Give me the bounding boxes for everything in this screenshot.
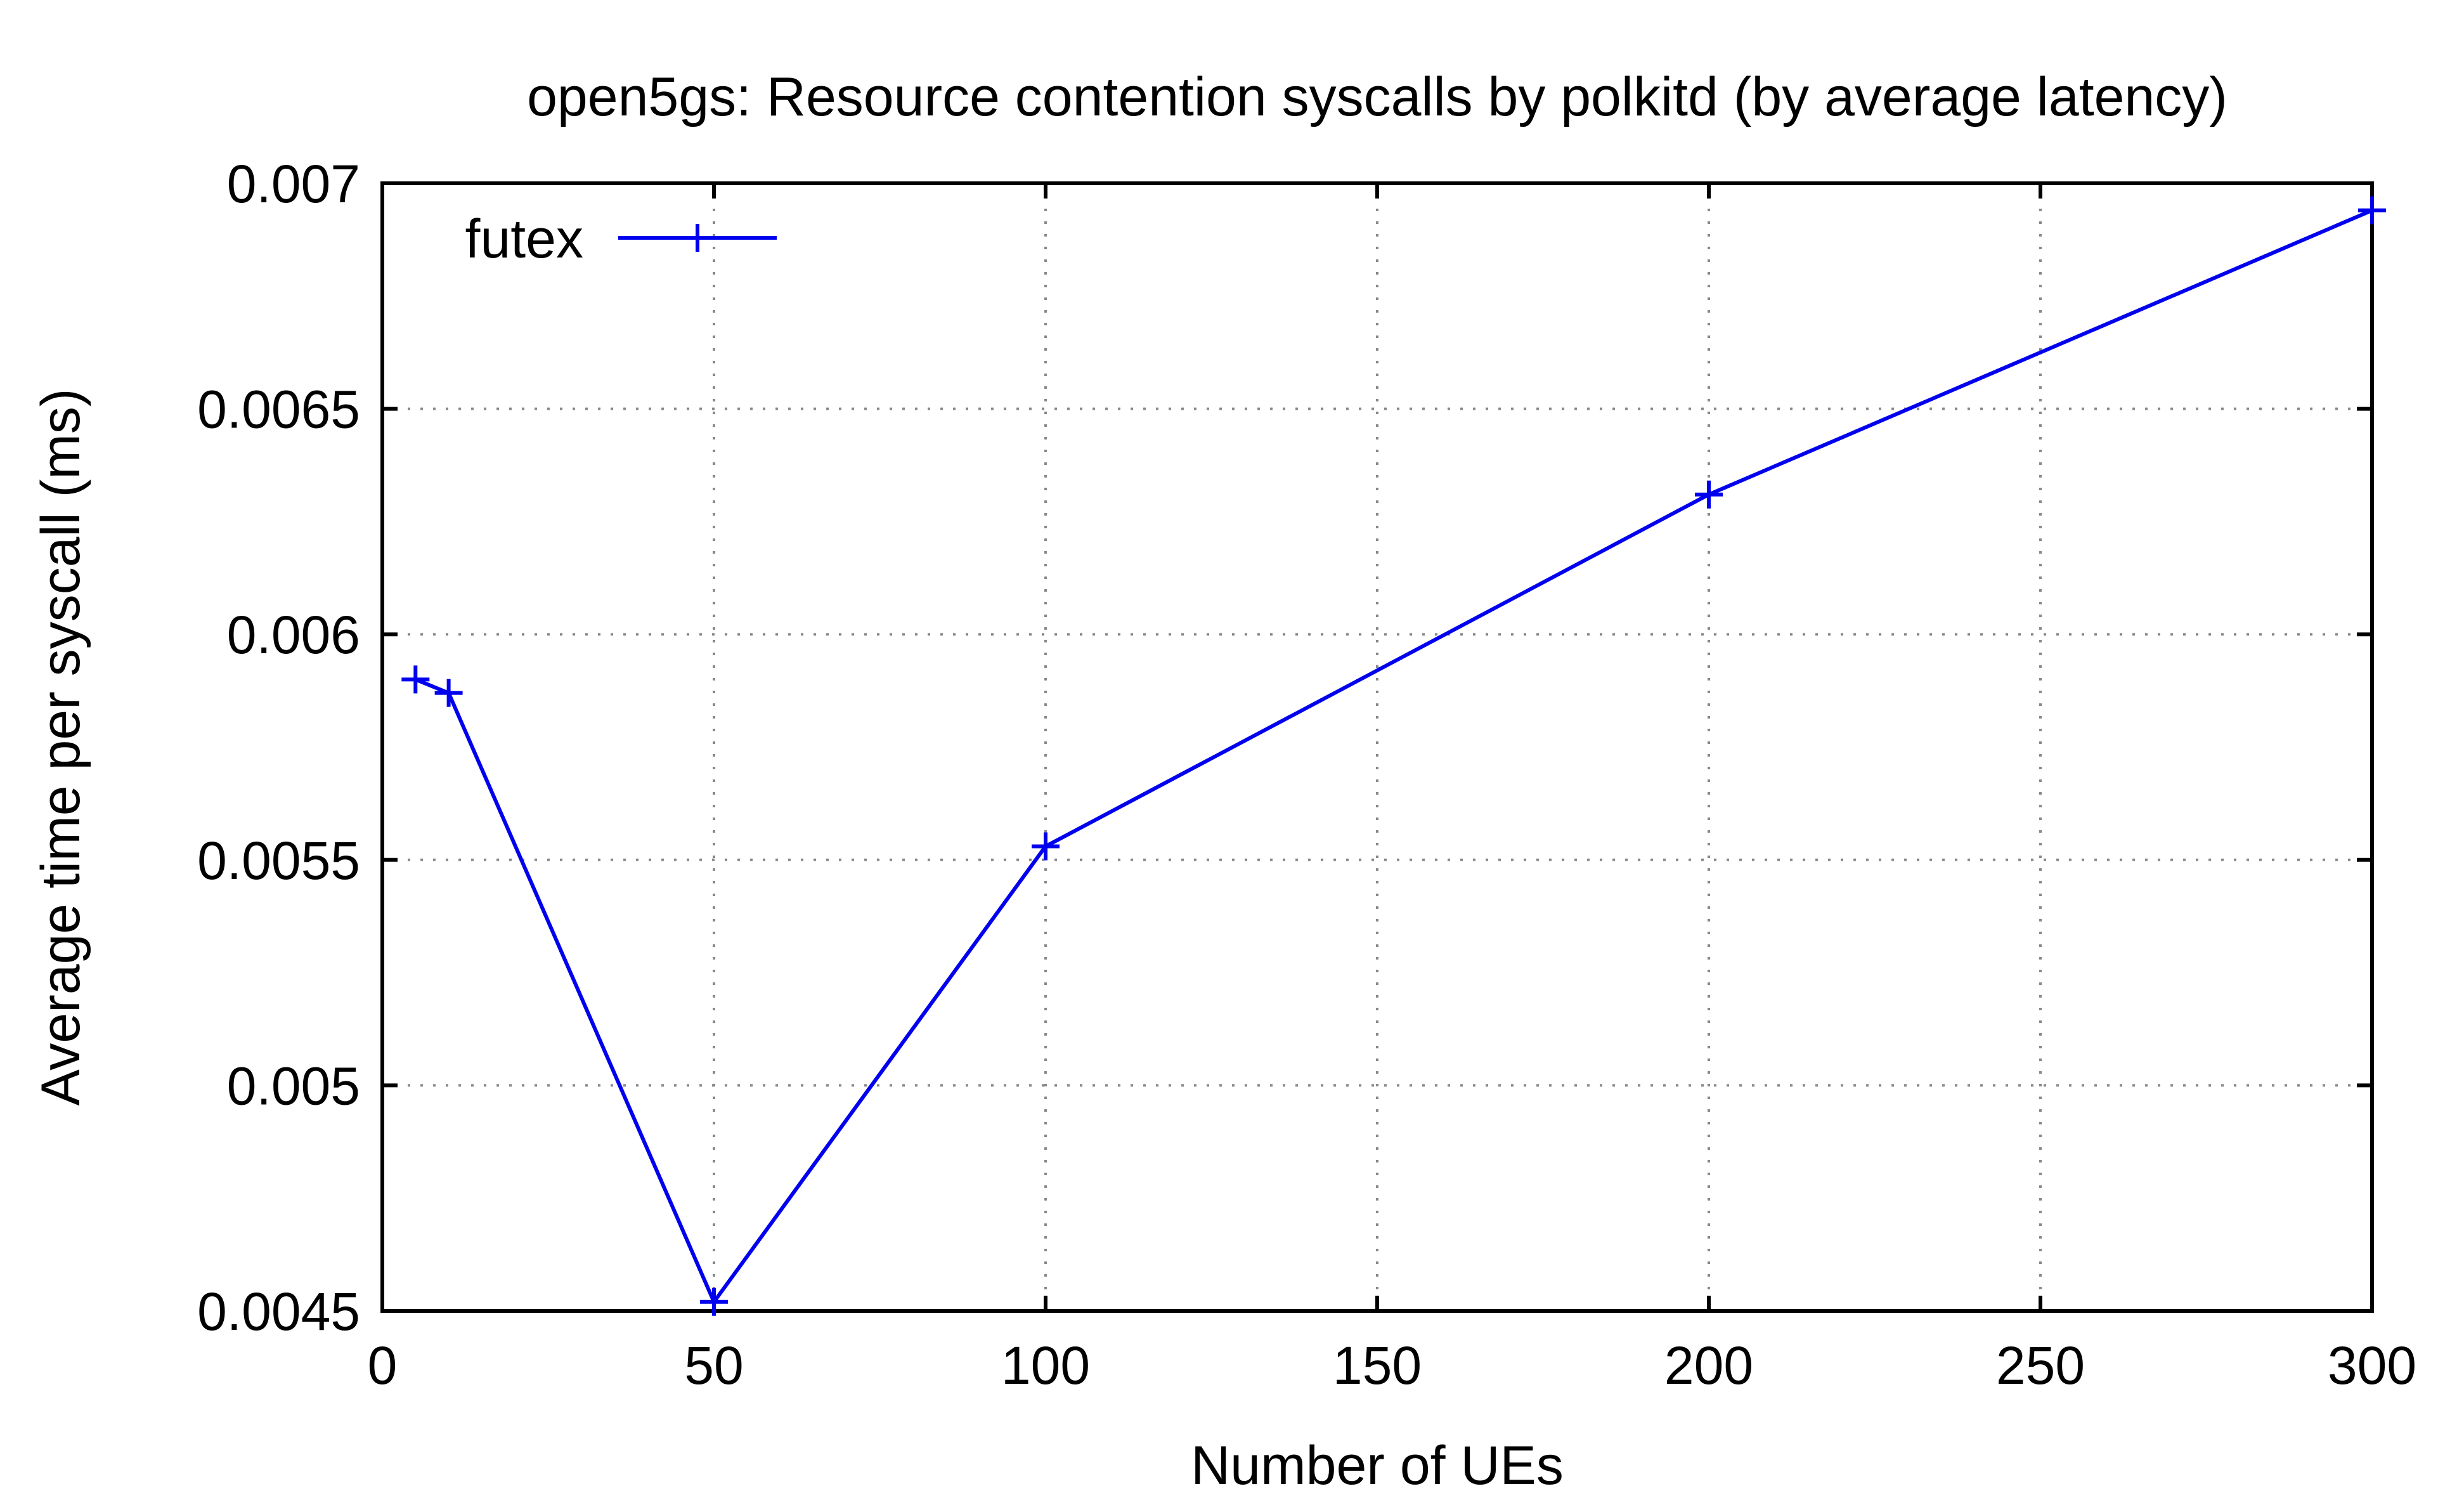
y-tick-label: 0.0065	[197, 380, 360, 440]
legend-label-futex: futex	[465, 209, 583, 270]
y-tick-label: 0.005	[227, 1056, 360, 1116]
x-tick-label: 250	[1996, 1336, 2085, 1395]
x-tick-label: 150	[1333, 1336, 1422, 1395]
chart-title: open5gs: Resource contention syscalls by…	[527, 67, 2227, 127]
grid	[382, 183, 2372, 1311]
plot-frame	[380, 181, 2374, 1313]
data-point-futex	[1032, 832, 1060, 861]
data-point-futex	[700, 1287, 728, 1316]
y-tick-label: 0.0055	[197, 831, 360, 890]
x-tick-label: 300	[2328, 1336, 2416, 1395]
data-point-futex	[2358, 196, 2386, 225]
x-tick-label: 50	[684, 1336, 743, 1395]
x-tick-label: 200	[1664, 1336, 1753, 1395]
x-tick-label: 100	[1001, 1336, 1090, 1395]
y-axis-label: Average time per syscall (ms)	[30, 388, 91, 1105]
data-point-futex	[434, 679, 463, 707]
axis-ticks: 0 50 100 150 200 250 300 0.0045 0.005 0.0055 0.006…	[197, 154, 2416, 1395]
y-tick-label: 0.007	[227, 154, 360, 214]
series-line-futex	[415, 208, 2373, 1306]
x-axis-label: Number of UEs	[1191, 1435, 1564, 1496]
y-tick-label: 0.0045	[197, 1282, 360, 1341]
y-tick-label: 0.006	[227, 605, 360, 665]
data-point-futex	[1695, 480, 1723, 509]
x-tick-label: 0	[368, 1336, 398, 1395]
legend-marker-futex	[684, 224, 711, 252]
data-point-futex	[401, 665, 430, 694]
legend: futex	[465, 209, 777, 270]
series-layer	[401, 196, 2386, 1316]
